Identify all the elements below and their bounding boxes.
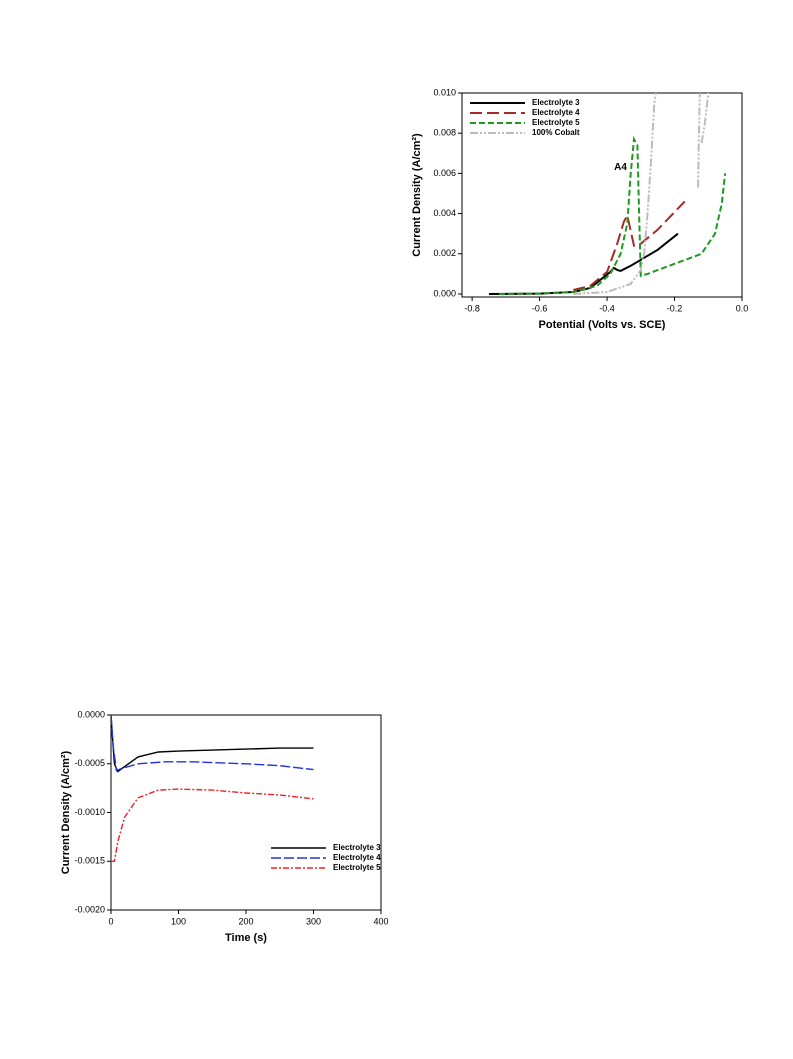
plot-frame: [110, 714, 382, 911]
y-tick-label: 0.000: [433, 288, 456, 298]
legend-label: Electrolyte 5: [333, 863, 381, 872]
y-tick-label: 0.004: [433, 208, 456, 218]
legend-label: 100% Cobalt: [532, 128, 580, 137]
x-tick-label: -0.2: [667, 303, 683, 313]
series-line: [111, 788, 314, 862]
x-tick-label: 100: [171, 916, 186, 926]
y-tick-label: 0.0000: [77, 709, 105, 719]
x-tick-label: 0.0: [736, 303, 749, 313]
x-tick-label: -0.8: [464, 303, 480, 313]
series-line: [111, 714, 314, 773]
series-line: [111, 714, 314, 772]
y-tick-label: 0.006: [433, 168, 456, 178]
series-line: [499, 135, 727, 295]
x-tick-label: 200: [238, 916, 253, 926]
x-tick-label: 300: [306, 916, 321, 926]
x-tick-label: 0: [108, 916, 113, 926]
y-axis-label: Current Density (A/cm²): [60, 750, 72, 874]
series-line: [488, 232, 679, 295]
y-tick-label: 0.010: [433, 87, 456, 97]
x-axis-label: Time (s): [225, 932, 267, 944]
y-tick-label: -0.0020: [74, 904, 105, 914]
legend-label: Electrolyte 3: [333, 843, 381, 852]
y-tick-label: -0.0015: [74, 856, 105, 866]
series-line: [573, 92, 710, 295]
annotation: A4: [614, 162, 627, 173]
legend-label: Electrolyte 4: [333, 853, 381, 862]
legend-label: Electrolyte 5: [532, 118, 580, 127]
x-tick-label: -0.4: [599, 303, 615, 313]
plot-frame: [461, 92, 743, 298]
x-tick-label: 400: [373, 916, 388, 926]
y-tick-label: 0.008: [433, 128, 456, 138]
y-tick-label: -0.0010: [74, 807, 105, 817]
y-axis-label: Current Density (A/cm²): [411, 133, 423, 257]
x-tick-label: -0.6: [532, 303, 548, 313]
x-axis-label: Potential (Volts vs. SCE): [539, 319, 666, 331]
series-line: [573, 200, 686, 291]
legend-label: Electrolyte 3: [532, 98, 580, 107]
y-tick-label: 0.002: [433, 248, 456, 258]
legend-label: Electrolyte 4: [532, 108, 580, 117]
y-tick-label: -0.0005: [74, 758, 105, 768]
